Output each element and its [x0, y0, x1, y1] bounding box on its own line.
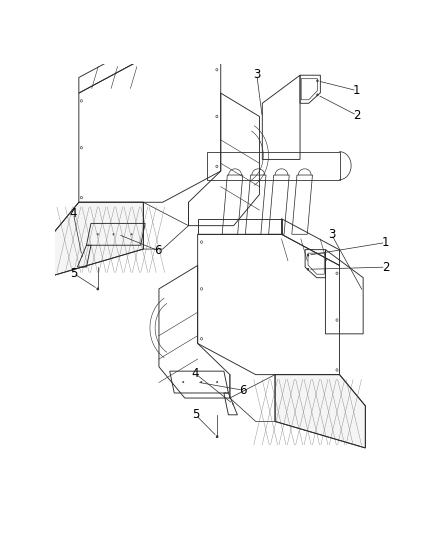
Text: 2: 2 [353, 109, 360, 122]
Text: 1: 1 [353, 84, 360, 97]
Circle shape [216, 435, 218, 438]
Polygon shape [53, 202, 143, 276]
Circle shape [216, 165, 218, 168]
Circle shape [336, 319, 338, 321]
Circle shape [307, 269, 309, 270]
Text: 4: 4 [192, 367, 199, 381]
Circle shape [307, 254, 309, 256]
Circle shape [317, 94, 318, 95]
Text: 6: 6 [155, 244, 162, 257]
Circle shape [317, 80, 318, 82]
Text: 6: 6 [240, 384, 247, 397]
Text: 5: 5 [70, 267, 77, 280]
Text: 5: 5 [192, 408, 199, 422]
Text: 2: 2 [382, 261, 389, 273]
Text: 3: 3 [328, 228, 335, 241]
Circle shape [201, 337, 202, 340]
Circle shape [317, 94, 318, 96]
Circle shape [81, 256, 82, 257]
Circle shape [307, 255, 308, 256]
Circle shape [201, 241, 202, 244]
Circle shape [81, 100, 82, 102]
Circle shape [97, 288, 99, 290]
Polygon shape [275, 375, 365, 448]
Circle shape [216, 68, 218, 71]
Circle shape [201, 288, 202, 290]
Circle shape [81, 196, 82, 199]
Circle shape [307, 269, 308, 270]
Circle shape [216, 115, 218, 118]
Circle shape [317, 80, 318, 81]
Text: 1: 1 [382, 236, 389, 249]
Circle shape [336, 369, 338, 371]
Circle shape [336, 272, 338, 274]
Text: 3: 3 [253, 68, 261, 80]
Circle shape [81, 147, 82, 149]
Text: 4: 4 [70, 207, 77, 220]
